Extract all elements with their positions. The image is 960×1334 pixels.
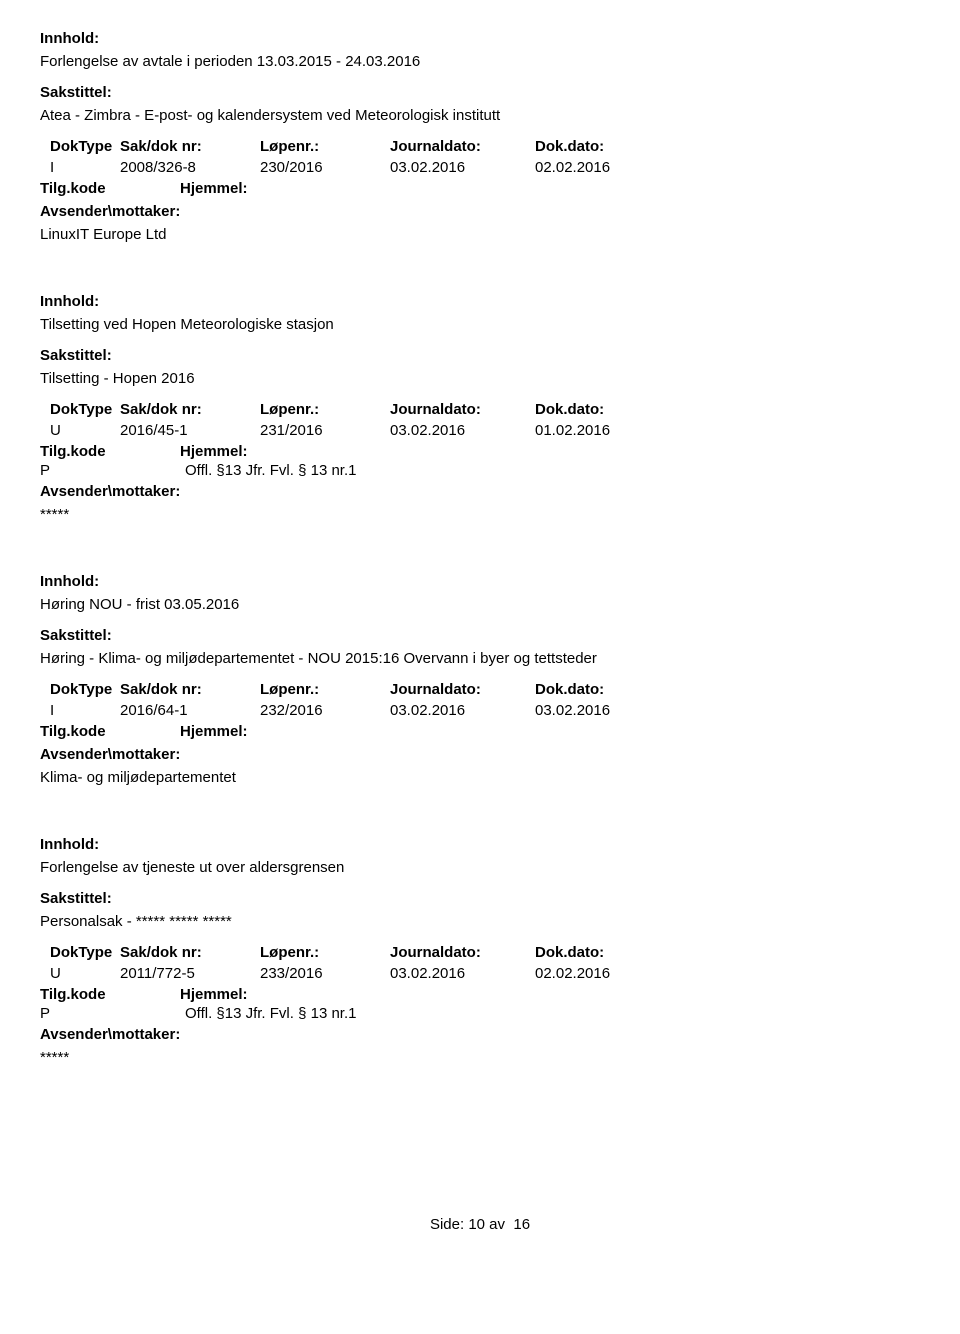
col-saknr-header: Sak/dok nr: — [120, 681, 260, 698]
dokdato-value: 03.02.2016 — [535, 702, 665, 719]
tilg-hjemmel-values: P Offl. §13 Jfr. Fvl. § 13 nr.1 — [40, 1005, 920, 1022]
sakstittel-value: Personalsak - ***** ***** ***** — [40, 913, 920, 930]
avsender-label: Avsender\mottaker: — [40, 1026, 920, 1043]
hjemmel-label: Hjemmel: — [180, 443, 248, 460]
table-header-row: DokType Sak/dok nr: Løpenr.: Journaldato… — [40, 138, 920, 155]
tilg-hjemmel-row: Tilg.kode Hjemmel: — [40, 723, 920, 740]
page-total: 16 — [513, 1216, 530, 1233]
col-dokdato-header: Dok.dato: — [535, 681, 665, 698]
innhold-label: Innhold: — [40, 573, 920, 590]
col-dokdato-header: Dok.dato: — [535, 138, 665, 155]
col-doktype-header: DokType — [40, 681, 120, 698]
sakstittel-value: Tilsetting - Hopen 2016 — [40, 370, 920, 387]
hjemmel-label: Hjemmel: — [180, 723, 248, 740]
col-doktype-header: DokType — [40, 944, 120, 961]
col-dokdato-header: Dok.dato: — [535, 944, 665, 961]
innhold-value: Forlengelse av avtale i perioden 13.03.2… — [40, 53, 920, 70]
lopenr-value: 233/2016 — [260, 965, 390, 982]
av-label: av — [489, 1216, 505, 1233]
saknr-value: 2011/772-5 — [120, 965, 260, 982]
table-header-row: DokType Sak/dok nr: Løpenr.: Journaldato… — [40, 681, 920, 698]
tilg-hjemmel-row: Tilg.kode Hjemmel: — [40, 986, 920, 1003]
innhold-value: Tilsetting ved Hopen Meteorologiske stas… — [40, 316, 920, 333]
col-dokdato-header: Dok.dato: — [535, 401, 665, 418]
lopenr-value: 231/2016 — [260, 422, 390, 439]
journaldato-value: 03.02.2016 — [390, 702, 535, 719]
side-label: Side: — [430, 1216, 464, 1233]
journal-entry: Innhold: Tilsetting ved Hopen Meteorolog… — [40, 293, 920, 523]
col-journaldato-header: Journaldato: — [390, 681, 535, 698]
col-lopenr-header: Løpenr.: — [260, 944, 390, 961]
col-doktype-header: DokType — [40, 401, 120, 418]
avsender-value: ***** — [40, 1049, 920, 1066]
col-lopenr-header: Løpenr.: — [260, 401, 390, 418]
avsender-label: Avsender\mottaker: — [40, 746, 920, 763]
journaldato-value: 03.02.2016 — [390, 159, 535, 176]
journaldato-value: 03.02.2016 — [390, 422, 535, 439]
avsender-value: Klima- og miljødepartementet — [40, 769, 920, 786]
innhold-label: Innhold: — [40, 836, 920, 853]
tilg-hjemmel-row: Tilg.kode Hjemmel: — [40, 180, 920, 197]
doktype-value: I — [40, 159, 120, 176]
tilgkode-label: Tilg.kode — [40, 443, 130, 460]
avsender-label: Avsender\mottaker: — [40, 483, 920, 500]
col-journaldato-header: Journaldato: — [390, 138, 535, 155]
col-saknr-header: Sak/dok nr: — [120, 944, 260, 961]
sakstittel-value: Høring - Klima- og miljødepartementet - … — [40, 650, 920, 667]
sakstittel-label: Sakstittel: — [40, 627, 920, 644]
col-journaldato-header: Journaldato: — [390, 944, 535, 961]
doktype-value: I — [40, 702, 120, 719]
page-current: 10 — [468, 1216, 485, 1233]
journal-entry: Innhold: Høring NOU - frist 03.05.2016 S… — [40, 573, 920, 786]
hjemmel-value: Offl. §13 Jfr. Fvl. § 13 nr.1 — [185, 1005, 356, 1022]
tilgkode-value: P — [40, 1005, 130, 1022]
saknr-value: 2016/45-1 — [120, 422, 260, 439]
table-header-row: DokType Sak/dok nr: Løpenr.: Journaldato… — [40, 944, 920, 961]
table-data-row: U 2011/772-5 233/2016 03.02.2016 02.02.2… — [40, 965, 920, 982]
tilg-hjemmel-row: Tilg.kode Hjemmel: — [40, 443, 920, 460]
sakstittel-label: Sakstittel: — [40, 347, 920, 364]
lopenr-value: 232/2016 — [260, 702, 390, 719]
sakstittel-label: Sakstittel: — [40, 84, 920, 101]
avsender-label: Avsender\mottaker: — [40, 203, 920, 220]
lopenr-value: 230/2016 — [260, 159, 390, 176]
col-doktype-header: DokType — [40, 138, 120, 155]
col-lopenr-header: Løpenr.: — [260, 681, 390, 698]
table-data-row: I 2008/326-8 230/2016 03.02.2016 02.02.2… — [40, 159, 920, 176]
saknr-value: 2016/64-1 — [120, 702, 260, 719]
innhold-value: Forlengelse av tjeneste ut over aldersgr… — [40, 859, 920, 876]
journaldato-value: 03.02.2016 — [390, 965, 535, 982]
page-footer: Side: 10 av 16 — [40, 1216, 920, 1233]
table-data-row: I 2016/64-1 232/2016 03.02.2016 03.02.20… — [40, 702, 920, 719]
hjemmel-value: Offl. §13 Jfr. Fvl. § 13 nr.1 — [185, 462, 356, 479]
doktype-value: U — [40, 965, 120, 982]
avsender-value: LinuxIT Europe Ltd — [40, 226, 920, 243]
col-saknr-header: Sak/dok nr: — [120, 138, 260, 155]
col-saknr-header: Sak/dok nr: — [120, 401, 260, 418]
dokdato-value: 02.02.2016 — [535, 965, 665, 982]
tilgkode-label: Tilg.kode — [40, 723, 130, 740]
tilgkode-label: Tilg.kode — [40, 986, 130, 1003]
tilgkode-label: Tilg.kode — [40, 180, 130, 197]
tilgkode-value: P — [40, 462, 130, 479]
journal-entry: Innhold: Forlengelse av tjeneste ut over… — [40, 836, 920, 1066]
doktype-value: U — [40, 422, 120, 439]
innhold-label: Innhold: — [40, 293, 920, 310]
table-data-row: U 2016/45-1 231/2016 03.02.2016 01.02.20… — [40, 422, 920, 439]
hjemmel-label: Hjemmel: — [180, 180, 248, 197]
dokdato-value: 02.02.2016 — [535, 159, 665, 176]
tilg-hjemmel-values: P Offl. §13 Jfr. Fvl. § 13 nr.1 — [40, 462, 920, 479]
dokdato-value: 01.02.2016 — [535, 422, 665, 439]
table-header-row: DokType Sak/dok nr: Løpenr.: Journaldato… — [40, 401, 920, 418]
innhold-label: Innhold: — [40, 30, 920, 47]
hjemmel-label: Hjemmel: — [180, 986, 248, 1003]
innhold-value: Høring NOU - frist 03.05.2016 — [40, 596, 920, 613]
col-journaldato-header: Journaldato: — [390, 401, 535, 418]
saknr-value: 2008/326-8 — [120, 159, 260, 176]
sakstittel-label: Sakstittel: — [40, 890, 920, 907]
col-lopenr-header: Løpenr.: — [260, 138, 390, 155]
avsender-value: ***** — [40, 506, 920, 523]
journal-entry: Innhold: Forlengelse av avtale i periode… — [40, 30, 920, 243]
sakstittel-value: Atea - Zimbra - E-post- og kalendersyste… — [40, 107, 920, 124]
